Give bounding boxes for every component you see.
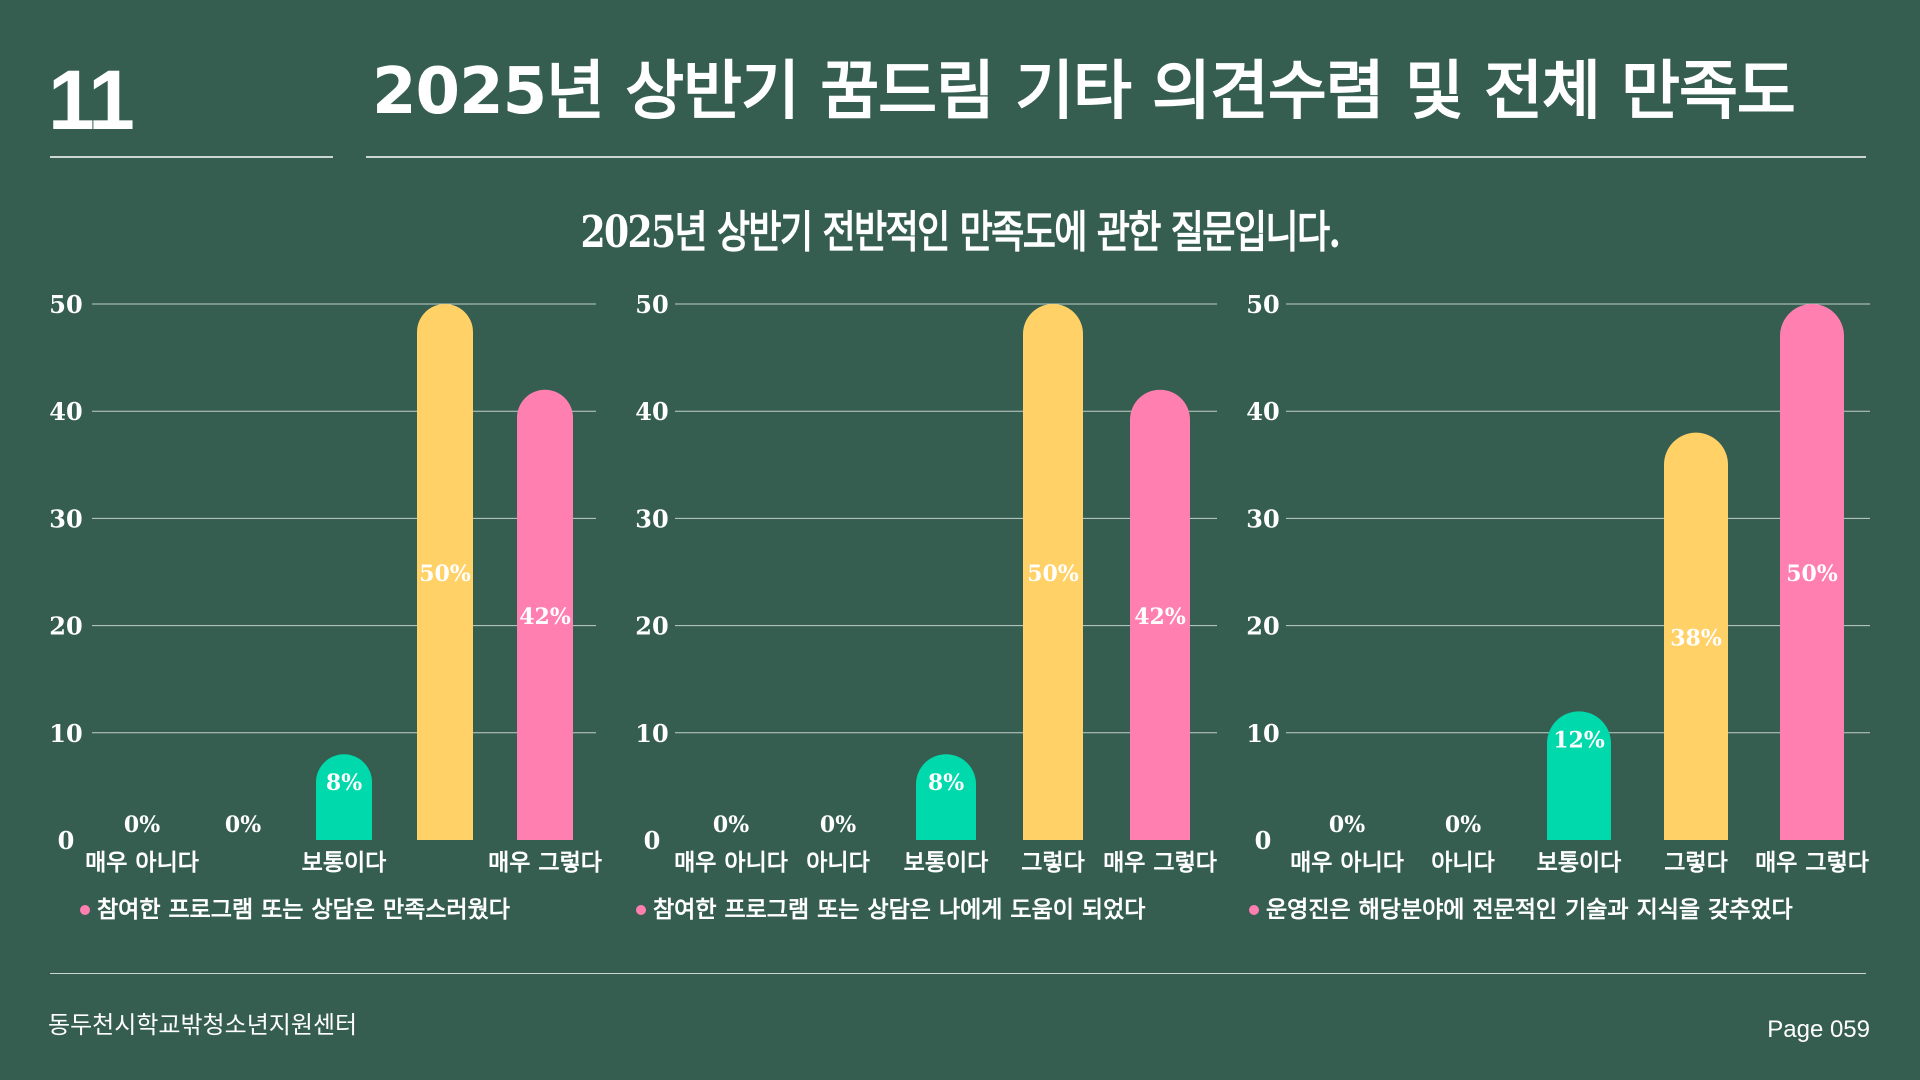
legend-label: 운영진은 해당분야에 전문적인 기술과 지식을 갖추었다 bbox=[1266, 896, 1793, 923]
page-number: 11 bbox=[48, 53, 135, 147]
page-title: 2025년 상반기 꿈드림 기타 의견수렴 및 전체 만족도 bbox=[372, 55, 1796, 129]
legend-marker bbox=[1249, 905, 1259, 915]
data-label: 0% bbox=[124, 812, 160, 838]
chart-subtitle: 2025년 상반기 전반적인 만족도에 관한 질문입니다. bbox=[580, 207, 1342, 258]
x-category-label: 매우 아니다 bbox=[85, 849, 199, 876]
data-label: 0% bbox=[225, 812, 261, 838]
data-label: 12% bbox=[1553, 727, 1605, 753]
bar bbox=[916, 754, 977, 840]
y-tick-label: 40 bbox=[1246, 397, 1279, 426]
bar bbox=[1664, 432, 1728, 840]
x-category-label: 매우 아니다 bbox=[1290, 849, 1404, 876]
x-category-label: 아니다 bbox=[806, 849, 869, 876]
y-tick-label: 40 bbox=[49, 397, 82, 426]
title-underline bbox=[366, 156, 1866, 158]
x-category-label: 매우 그렇다 bbox=[1755, 849, 1869, 876]
bar bbox=[316, 754, 373, 840]
y-tick-label: 20 bbox=[1246, 612, 1279, 641]
data-label: 0% bbox=[1445, 812, 1481, 838]
x-category-label: 아니다 bbox=[1431, 849, 1494, 876]
data-label: 8% bbox=[326, 770, 362, 796]
footer-organization: 동두천시학교밖청소년지원센터 bbox=[48, 1011, 358, 1039]
y-tick-label: 30 bbox=[49, 504, 82, 533]
chart-2: 0 10 20 30 40 50 0% 0% 8% 50% 42% 매우 아니다 아니다 보통이다 그렇다 매… bbox=[635, 290, 1217, 923]
bar bbox=[1547, 711, 1611, 840]
bar bbox=[1023, 304, 1083, 840]
y-tick-label: 30 bbox=[635, 504, 668, 533]
chart-1: 0 10 20 30 40 50 0% 0% 8% 50% 42% 매우 아니다 보통이다 매우 그렇다참… bbox=[49, 290, 602, 923]
x-category-label: 매우 아니다 bbox=[674, 849, 788, 876]
legend-marker bbox=[80, 905, 90, 915]
x-category-label: 그렇다 bbox=[1664, 849, 1727, 876]
bar bbox=[517, 389, 573, 840]
x-category-label: 그렇다 bbox=[1021, 849, 1084, 876]
x-category-label: 보통이다 bbox=[904, 849, 989, 876]
y-tick-label: 10 bbox=[1246, 719, 1279, 748]
y-tick-label: 40 bbox=[635, 397, 668, 426]
bar bbox=[1130, 389, 1190, 840]
y-tick-label: 0 bbox=[644, 826, 661, 855]
legend-label: 참여한 프로그램 또는 상담은 나에게 도움이 되었다 bbox=[653, 896, 1145, 923]
chart-3: 0 10 20 30 40 50 0% 0% 12% 38% 50% 매우 아니다 아니다 보통이다 그렇다… bbox=[1246, 290, 1870, 923]
x-category-label: 보통이다 bbox=[1537, 849, 1622, 876]
y-tick-label: 20 bbox=[635, 612, 668, 641]
y-tick-label: 50 bbox=[49, 290, 82, 319]
y-tick-label: 0 bbox=[1255, 826, 1272, 855]
data-label: 0% bbox=[713, 812, 749, 838]
data-label: 8% bbox=[928, 770, 964, 796]
legend-label: 참여한 프로그램 또는 상담은 만족스러웠다 bbox=[97, 896, 510, 923]
data-label: 50% bbox=[1786, 561, 1838, 587]
y-tick-label: 10 bbox=[49, 719, 82, 748]
x-category-label: 보통이다 bbox=[302, 849, 387, 876]
y-tick-label: 0 bbox=[58, 826, 75, 855]
footer-page-number: Page 059 bbox=[1767, 1016, 1870, 1043]
footer-divider bbox=[50, 973, 1866, 974]
data-label: 42% bbox=[519, 604, 571, 630]
data-label: 50% bbox=[419, 561, 471, 587]
bar bbox=[1780, 304, 1844, 840]
data-label: 0% bbox=[1329, 812, 1365, 838]
data-label: 0% bbox=[820, 812, 856, 838]
y-tick-label: 50 bbox=[1246, 290, 1279, 319]
data-label: 38% bbox=[1670, 625, 1722, 651]
y-tick-label: 30 bbox=[1246, 504, 1279, 533]
bar bbox=[417, 304, 473, 840]
page-number-underline bbox=[50, 156, 333, 158]
y-tick-label: 10 bbox=[635, 719, 668, 748]
data-label: 50% bbox=[1027, 561, 1079, 587]
x-category-label: 매우 그렇다 bbox=[488, 849, 602, 876]
y-tick-label: 50 bbox=[635, 290, 668, 319]
legend-marker bbox=[636, 905, 646, 915]
data-label: 42% bbox=[1134, 604, 1186, 630]
y-tick-label: 20 bbox=[49, 612, 82, 641]
x-category-label: 매우 그렇다 bbox=[1103, 849, 1217, 876]
